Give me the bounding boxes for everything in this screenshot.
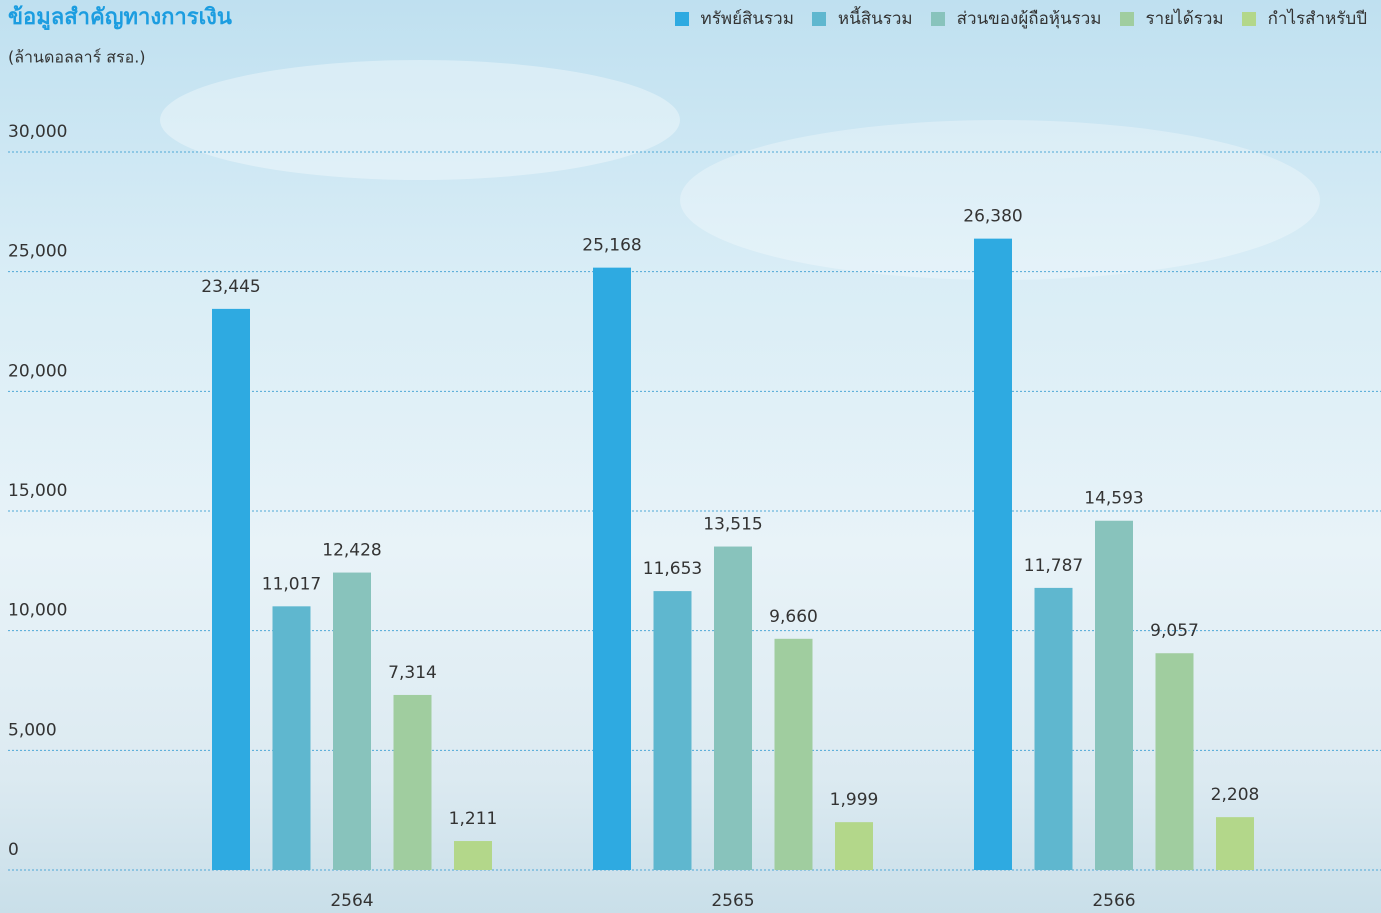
bar (333, 573, 371, 870)
legend-swatch (931, 12, 945, 26)
legend-label: กำไรสำหรับปี (1268, 5, 1367, 32)
legend-label: หนี้สินรวม (838, 5, 913, 32)
legend-swatch (1242, 12, 1256, 26)
legend-label: ส่วนของผู้ถือหุ้นรวม (957, 5, 1102, 32)
value-label: 1,211 (449, 809, 498, 829)
value-label: 1,999 (830, 790, 879, 810)
legend-swatch (675, 12, 689, 26)
y-tick-label: 0 (8, 840, 19, 860)
value-label: 2,208 (1211, 785, 1260, 805)
legend-item: รายได้รวม (1120, 5, 1224, 32)
y-tick-label: 20,000 (8, 361, 67, 381)
y-tick-label: 10,000 (8, 601, 67, 621)
value-label: 23,445 (201, 277, 260, 297)
value-label: 12,428 (322, 541, 381, 561)
y-tick-label: 15,000 (8, 481, 67, 501)
legend-swatch (1120, 12, 1134, 26)
bar (974, 239, 1012, 870)
x-tick-label: 2566 (1092, 891, 1135, 911)
bar (654, 591, 692, 870)
bar (273, 606, 311, 870)
chart-subtitle: (ล้านดอลลาร์ สรอ.) (8, 48, 146, 67)
bar (454, 841, 492, 870)
bar (835, 822, 873, 870)
page: ข้อมูลสำคัญทางการเงิน (ล้านดอลลาร์ สรอ.)… (0, 0, 1381, 913)
bar (1156, 653, 1194, 870)
chart-title: ข้อมูลสำคัญทางการเงิน (8, 5, 232, 31)
value-label: 14,593 (1084, 489, 1143, 509)
bar (1035, 588, 1073, 870)
legend-item: กำไรสำหรับปี (1242, 5, 1367, 32)
bar (775, 639, 813, 870)
legend: ทรัพย์สินรวม หนี้สินรวม ส่วนของผู้ถือหุ้นร… (675, 5, 1367, 32)
legend-item: หนี้สินรวม (812, 5, 913, 32)
legend-label: รายได้รวม (1146, 5, 1224, 32)
cloud (160, 60, 680, 180)
legend-label: ทรัพย์สินรวม (701, 5, 794, 32)
value-label: 26,380 (963, 207, 1022, 227)
value-label: 9,057 (1150, 621, 1199, 641)
chart: ข้อมูลสำคัญทางการเงิน (ล้านดอลลาร์ สรอ.)… (0, 0, 1381, 913)
value-label: 13,515 (703, 515, 762, 535)
x-tick-label: 2565 (711, 891, 754, 911)
legend-item: ทรัพย์สินรวม (675, 5, 794, 32)
bar (394, 695, 432, 870)
y-tick-label: 5,000 (8, 720, 57, 740)
bar (593, 268, 631, 870)
bar (1095, 521, 1133, 870)
legend-swatch (812, 12, 826, 26)
x-tick-label: 2564 (330, 891, 373, 911)
bar (1216, 817, 1254, 870)
value-label: 11,017 (262, 574, 321, 594)
value-label: 7,314 (388, 663, 437, 683)
y-tick-label: 30,000 (8, 122, 67, 142)
value-label: 11,787 (1024, 556, 1083, 576)
bar (212, 309, 250, 870)
value-label: 25,168 (582, 236, 641, 256)
value-label: 11,653 (643, 559, 702, 579)
value-label: 9,660 (769, 607, 818, 627)
legend-item: ส่วนของผู้ถือหุ้นรวม (931, 5, 1102, 32)
y-tick-label: 25,000 (8, 242, 67, 262)
bar (714, 547, 752, 870)
